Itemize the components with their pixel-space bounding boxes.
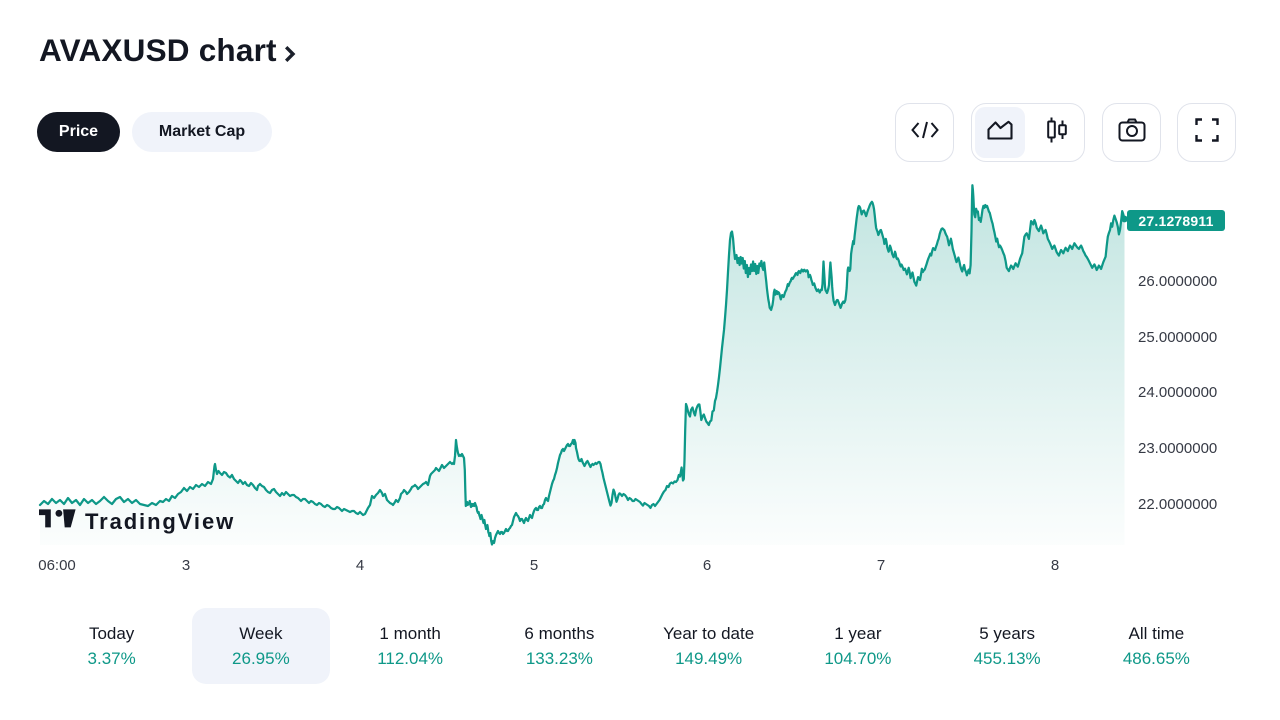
last-price-badge: 27.1278911 <box>1127 210 1225 231</box>
stat-year-to-date[interactable]: Year to date 149.49% <box>640 608 777 684</box>
y-axis-label: 26.0000000 <box>1138 273 1218 290</box>
stat-value: 104.70% <box>824 648 892 668</box>
chart-type-toggle <box>971 103 1085 162</box>
chevron-right-icon[interactable] <box>284 45 296 68</box>
stat-1-month[interactable]: 1 month 112.04% <box>342 608 479 684</box>
x-axis-label: 8 <box>1050 557 1060 574</box>
chart-area-fill <box>40 185 1125 546</box>
stat-value: 133.23% <box>525 648 593 668</box>
x-axis-label: 5 <box>529 557 539 574</box>
y-axis-label: 25.0000000 <box>1138 329 1218 346</box>
fullscreen-button[interactable] <box>1177 103 1236 162</box>
area-chart-icon <box>987 120 1013 145</box>
snapshot-button[interactable] <box>1102 103 1161 162</box>
x-axis-label: 3 <box>181 557 191 574</box>
stat-label: Year to date <box>663 623 755 643</box>
page-title[interactable]: AVAXUSD chart <box>39 32 277 68</box>
embed-code-button[interactable] <box>895 103 954 162</box>
code-embed-icon <box>910 120 940 145</box>
tab-price[interactable]: Price <box>37 112 120 152</box>
stat-1-year[interactable]: 1 year 104.70% <box>789 608 926 684</box>
stat-today[interactable]: Today 3.37% <box>43 608 180 684</box>
stat-label: 1 month <box>379 623 441 643</box>
stat-value: 112.04% <box>377 648 444 668</box>
stat-label: 1 year <box>834 623 882 643</box>
area-chart-type-button[interactable] <box>975 107 1025 158</box>
candle-chart-type-button[interactable] <box>1032 107 1082 158</box>
stat-6-months[interactable]: 6 months 133.23% <box>491 608 628 684</box>
stat-value: 149.49% <box>675 648 743 668</box>
stat-label: 6 months <box>524 623 595 643</box>
x-axis-label: 6 <box>702 557 712 574</box>
x-axis-label: 06:00 <box>38 557 76 574</box>
stat-label: Week <box>239 623 283 643</box>
x-axis-label: 4 <box>355 557 365 574</box>
stat-label: 5 years <box>979 623 1035 643</box>
chart-line <box>38 184 1126 546</box>
stat-week[interactable]: Week 26.95% <box>192 608 330 684</box>
stat-value: 26.95% <box>232 648 290 668</box>
tradingview-attribution[interactable]: TradingView <box>39 509 235 535</box>
fullscreen-icon <box>1194 118 1219 147</box>
stat-value: 455.13% <box>973 648 1041 668</box>
y-axis-label: 24.0000000 <box>1138 384 1218 401</box>
camera-icon <box>1118 118 1146 147</box>
tab-market-cap[interactable]: Market Cap <box>132 112 272 152</box>
last-price-dot <box>1121 215 1128 223</box>
stat-value: 486.65% <box>1122 648 1190 668</box>
candlestick-chart-icon <box>1046 117 1068 148</box>
tradingview-logo-icon <box>39 509 76 533</box>
stat-value: 3.37% <box>87 648 136 668</box>
stat-all-time[interactable]: All time 486.65% <box>1088 608 1225 684</box>
stat-5-years[interactable]: 5 years 455.13% <box>939 608 1076 684</box>
y-axis-label: 23.0000000 <box>1138 440 1218 457</box>
tradingview-logo-text: TradingView <box>85 509 236 534</box>
stat-label: All time <box>1128 623 1185 643</box>
x-axis-label: 7 <box>876 557 886 574</box>
stat-label: Today <box>88 623 135 643</box>
performance-stats: Today 3.37% Week 26.95% 1 month 112.04% … <box>37 608 1231 684</box>
y-axis-label: 22.0000000 <box>1138 496 1218 513</box>
